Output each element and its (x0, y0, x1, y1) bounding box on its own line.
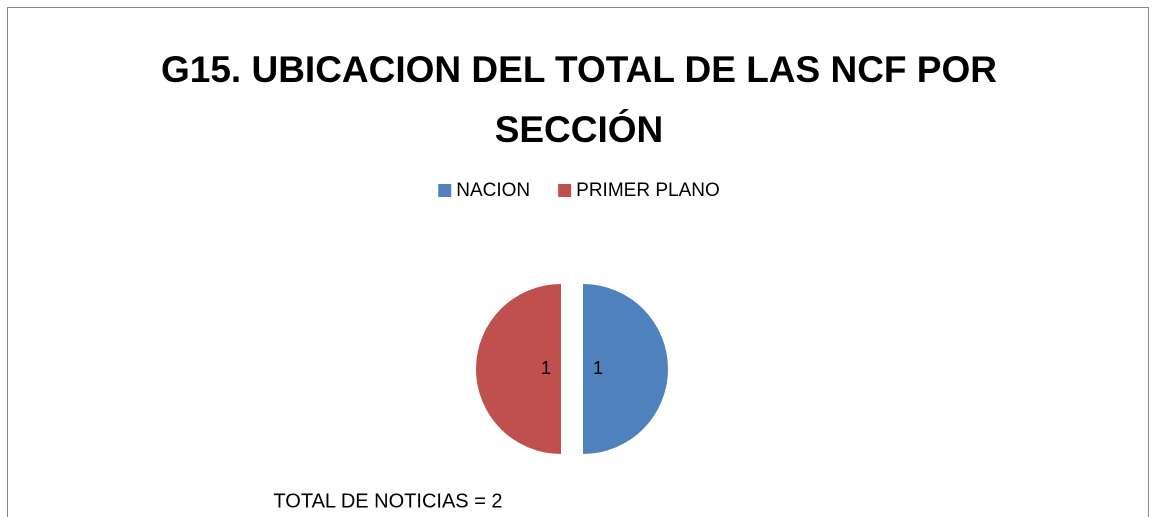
pie-slice (476, 284, 561, 454)
chart-title: G15. UBICACION DEL TOTAL DE LAS NCF POR … (160, 49, 997, 150)
legend-item: PRIMER PLANO (558, 180, 720, 201)
annotation: TOTAL DE NOTICIAS = 2 (273, 490, 502, 512)
legend: NACION PRIMER PLANO (438, 180, 720, 201)
legend-label: NACION (456, 180, 530, 201)
data-label: 1 (541, 358, 551, 378)
legend-swatch (558, 184, 572, 197)
chart-border (7, 7, 1149, 517)
legend-swatch (438, 184, 452, 197)
data-label: 1 (593, 358, 603, 378)
pie-slice (583, 284, 668, 454)
legend-item: NACION (438, 180, 530, 201)
legend-label: PRIMER PLANO (576, 180, 720, 201)
